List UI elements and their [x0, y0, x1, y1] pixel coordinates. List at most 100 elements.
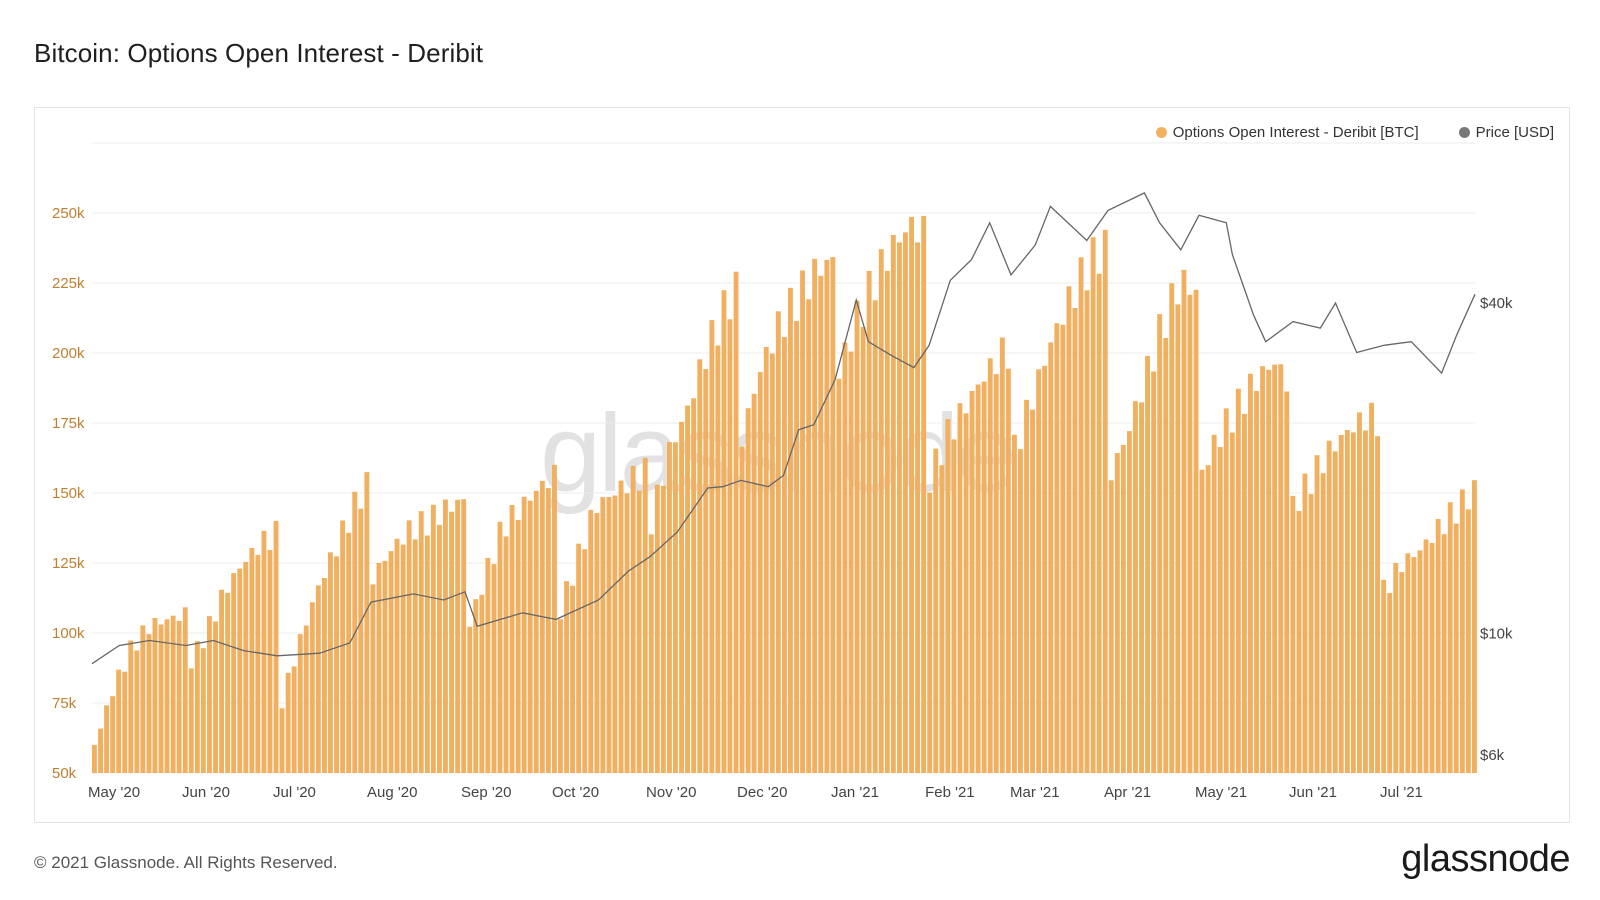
bar: [382, 560, 388, 773]
bar: [1018, 449, 1023, 773]
bar: [1151, 371, 1157, 773]
bar: [818, 275, 824, 773]
left-axis-tick-label: 125k: [52, 555, 85, 572]
bar: [854, 300, 860, 773]
bar: [963, 413, 969, 773]
bar: [1193, 289, 1199, 773]
bar: [261, 530, 267, 773]
bar: [957, 403, 963, 773]
bar: [1357, 412, 1362, 773]
bar: [110, 696, 116, 773]
left-axis-tick-label: 150k: [52, 485, 85, 502]
bar: [733, 271, 739, 773]
left-axis-tick-label: 175k: [52, 415, 85, 432]
bar: [1405, 553, 1411, 773]
x-axis-tick-label: May '20: [88, 784, 140, 801]
bar: [164, 619, 170, 773]
legend-dot-icon: [1458, 127, 1470, 138]
x-axis-tick-label: Oct '20: [552, 784, 599, 801]
bar: [1326, 440, 1332, 773]
bar: [558, 619, 563, 773]
bar: [1145, 355, 1150, 773]
bar: [1066, 286, 1072, 773]
bar: [207, 616, 212, 773]
left-axis-tick-label: 75k: [52, 695, 77, 712]
bar: [485, 557, 491, 773]
bar: [909, 216, 914, 773]
bar: [1248, 373, 1253, 773]
bar-series-open-interest: [92, 215, 1477, 774]
bar: [1005, 368, 1011, 773]
bar: [890, 235, 896, 773]
right-axis-tick-label: $10k: [1480, 625, 1513, 642]
bar: [660, 485, 666, 773]
bar: [1399, 572, 1405, 773]
bar: [993, 374, 999, 773]
bar: [642, 457, 648, 773]
legend-label: Price [USD]: [1475, 124, 1554, 141]
x-axis-tick-label: Apr '21: [1104, 784, 1151, 801]
bar: [1235, 388, 1241, 773]
bar: [709, 320, 715, 773]
left-axis-tick-label: 50k: [52, 765, 77, 782]
bar: [951, 439, 957, 773]
left-axis-tick-label: 100k: [52, 625, 85, 642]
bar: [987, 358, 993, 773]
bar: [1133, 401, 1138, 773]
bar: [1260, 366, 1265, 773]
bar: [860, 327, 866, 773]
bar: [975, 384, 981, 773]
bar: [225, 592, 231, 773]
bar: [1375, 436, 1380, 773]
bar: [1042, 365, 1048, 773]
bar: [340, 520, 346, 773]
bar: [328, 552, 333, 773]
bar: [116, 669, 122, 773]
bar: [146, 634, 152, 773]
bar: [999, 337, 1005, 773]
bar: [1223, 408, 1229, 773]
bar: [1127, 431, 1132, 773]
bar: [1363, 430, 1368, 773]
bar: [721, 290, 727, 773]
bar: [200, 648, 206, 773]
bar: [1072, 308, 1078, 773]
left-axis-tick-label: 225k: [52, 275, 85, 292]
bar: [691, 398, 697, 773]
legend-item-price[interactable]: Price [USD]: [1458, 124, 1554, 141]
legend-label: Options Open Interest - Deribit [BTC]: [1172, 124, 1419, 141]
bar: [1096, 273, 1102, 773]
bar: [836, 378, 842, 773]
bar: [1338, 435, 1344, 773]
bar: [903, 232, 908, 773]
bar: [897, 242, 902, 773]
bar: [594, 513, 600, 773]
x-axis-tick-label: Mar '21: [1010, 784, 1060, 801]
bar: [1012, 434, 1017, 773]
bar: [1284, 391, 1290, 773]
legend-item-open-interest[interactable]: Options Open Interest - Deribit [BTC]: [1155, 124, 1419, 141]
bar: [545, 488, 551, 773]
bar: [884, 270, 890, 773]
bar: [219, 589, 224, 773]
bar: [1114, 453, 1120, 773]
bar: [418, 511, 424, 773]
bar: [1290, 495, 1296, 773]
bar: [297, 634, 303, 773]
bar: [1084, 290, 1090, 773]
bar: [697, 359, 703, 773]
bar: [1102, 229, 1108, 774]
bar: [715, 345, 721, 773]
bar: [370, 584, 376, 773]
bar: [539, 481, 545, 773]
bar: [503, 536, 509, 773]
bar: [1120, 444, 1126, 773]
bar: [322, 578, 327, 773]
x-axis-tick-label: Feb '21: [925, 784, 975, 801]
bar: [1417, 550, 1423, 773]
bar: [618, 480, 624, 773]
bar: [194, 641, 200, 773]
bar: [237, 568, 243, 773]
bar: [842, 342, 848, 773]
